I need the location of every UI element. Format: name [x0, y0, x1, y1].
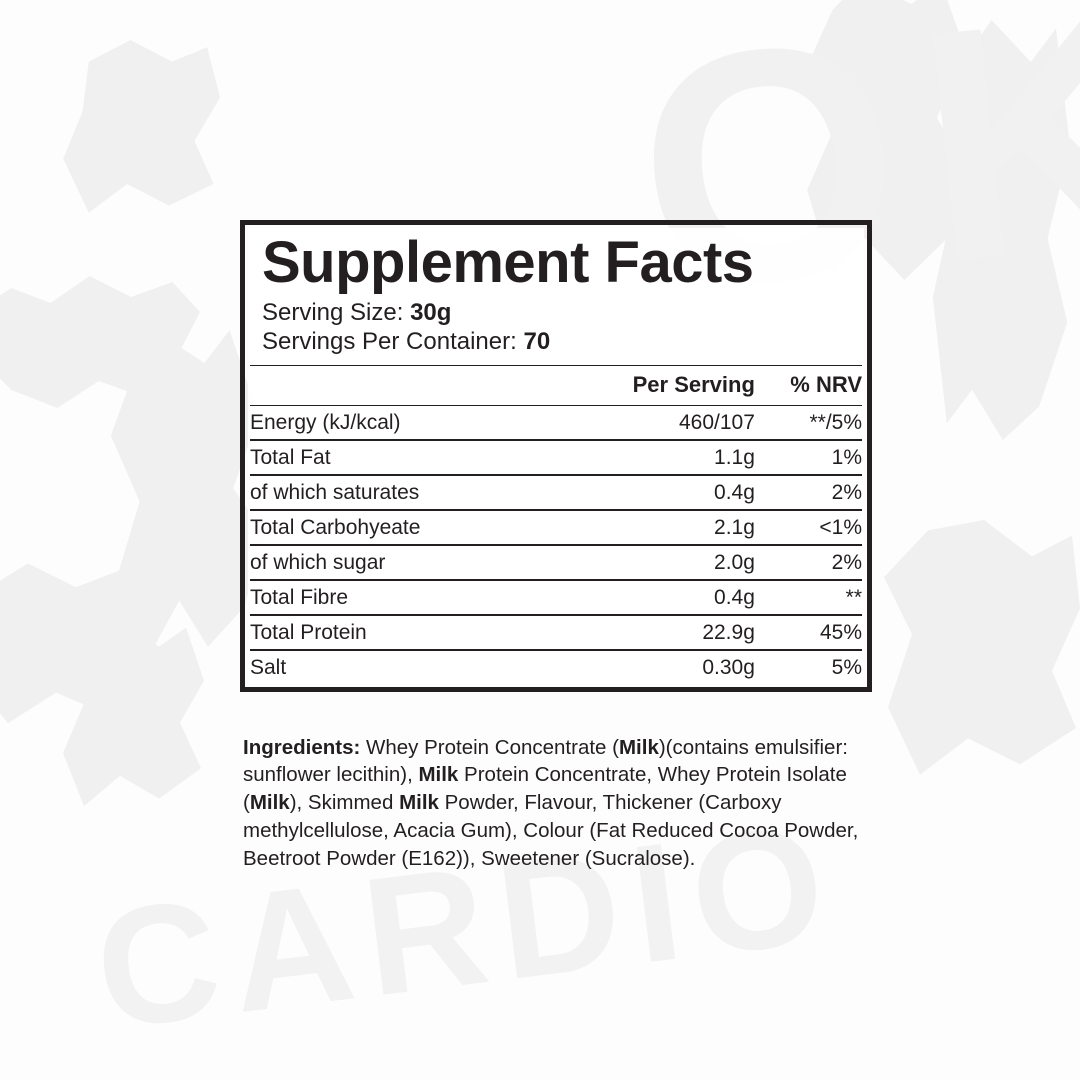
- serving-info-block: Serving Size: 30g Servings Per Container…: [248, 292, 864, 365]
- table-row: Total Protein 22.9g 45%: [250, 614, 862, 650]
- nutrient-amount: 0.4g: [598, 579, 755, 615]
- divider-below-header: [250, 404, 862, 406]
- nutrient-nrv: 2%: [754, 474, 862, 510]
- table-row: Total Carbohyeate 2.1g <1%: [250, 509, 862, 545]
- nutrient-nrv: 45%: [754, 614, 862, 650]
- nutrient-amount: 2.0g: [598, 544, 755, 580]
- nutrient-nrv: **/5%: [809, 410, 862, 434]
- nutrient-nrv: 2%: [754, 544, 862, 580]
- title-block: Supplement Facts: [248, 228, 864, 292]
- nutrient-name: Total Fat: [250, 439, 599, 475]
- page-title: Supplement Facts: [262, 230, 754, 295]
- nutrient-name: of which saturates: [250, 474, 599, 510]
- ingredient-text: Powder, Flavour, Thickener (Carboxy meth…: [243, 791, 859, 870]
- nutrient-nrv: <1%: [754, 509, 862, 545]
- serving-size-label: Serving Size:: [262, 299, 404, 326]
- nutrient-nrv: 1%: [754, 439, 862, 475]
- column-header-nrv: % NRV: [790, 372, 862, 398]
- nutrient-name: Total Protein: [250, 614, 599, 650]
- table-row: Salt 0.30g 5%: [250, 649, 862, 684]
- servings-per-container-label: Servings Per Container:: [262, 328, 517, 356]
- paint-splatter-shape: [63, 40, 220, 213]
- nutrient-amount: 0.4g: [598, 474, 755, 510]
- nutrient-nrv: **: [754, 579, 862, 615]
- servings-per-container-value: 70: [523, 328, 551, 356]
- nutrient-nrv: 5%: [754, 649, 862, 684]
- nutrient-name: Salt: [250, 649, 599, 684]
- nutrient-amount: 460/107: [678, 410, 755, 434]
- nutrient-amount: 22.9g: [598, 614, 755, 650]
- ingredient-allergen: Milk: [618, 735, 659, 759]
- nutrient-name: Total Fibre: [250, 579, 599, 615]
- table-header-row: Per Serving % NRV: [250, 366, 862, 405]
- ingredient-allergen: Ingredients:: [243, 735, 361, 759]
- ingredient-allergen: Milk: [399, 791, 439, 815]
- divider-above-header: [250, 364, 862, 366]
- ingredient-text: )(contains emulsifier: sunflower lecithi…: [243, 735, 848, 787]
- column-header-per-serving: Per Serving: [632, 372, 755, 398]
- nutrient-name: of which sugar: [250, 544, 599, 580]
- nutrient-amount: 0.30g: [598, 649, 755, 684]
- ingredient-allergen: Milk: [418, 763, 459, 787]
- table-row: Energy (kJ/kcal) 460/107 **/5%: [250, 406, 862, 440]
- nutrition-table: Per Serving % NRV: [250, 366, 862, 405]
- paint-splatter-shape: [884, 520, 1080, 775]
- nutrient-name: Total Carbohyeate: [250, 509, 599, 545]
- column-header-nutrient: [250, 366, 599, 405]
- nutrient-name: Energy (kJ/kcal): [250, 410, 401, 434]
- serving-size-value: 30g: [410, 299, 452, 326]
- servings-per-container-line: Servings Per Container: 70: [262, 327, 850, 356]
- nutrient-amount: 1.1g: [598, 439, 755, 475]
- table-row: of which sugar 2.0g 2%: [250, 544, 862, 580]
- paint-splatter-shape: [932, 20, 1070, 440]
- serving-size-line: Serving Size: 30g: [262, 298, 850, 327]
- ingredient-text: Whey Protein Concentrate (: [360, 735, 619, 759]
- ingredient-allergen: Milk: [249, 791, 290, 815]
- supplement-facts-panel: Supplement Facts Serving Size: 30g Servi…: [240, 220, 872, 692]
- table-row: of which saturates 0.4g 2%: [250, 474, 862, 510]
- ingredient-text: ), Skimmed: [289, 791, 400, 815]
- table-row: Total Fibre 0.4g **: [250, 579, 862, 615]
- paint-splatter-shape: [63, 620, 204, 807]
- ingredient-text: Protein Concentrate, Whey Protein Isolat…: [243, 763, 847, 815]
- table-row: Total Fat 1.1g 1%: [250, 439, 862, 475]
- nutrition-table-body: Energy (kJ/kcal) 460/107 **/5% Total Fat 1.1…: [250, 406, 862, 684]
- nutrient-amount: 2.1g: [598, 509, 755, 545]
- ingredients-paragraph: Ingredients: Whey Protein Concentrate (M…: [243, 734, 871, 873]
